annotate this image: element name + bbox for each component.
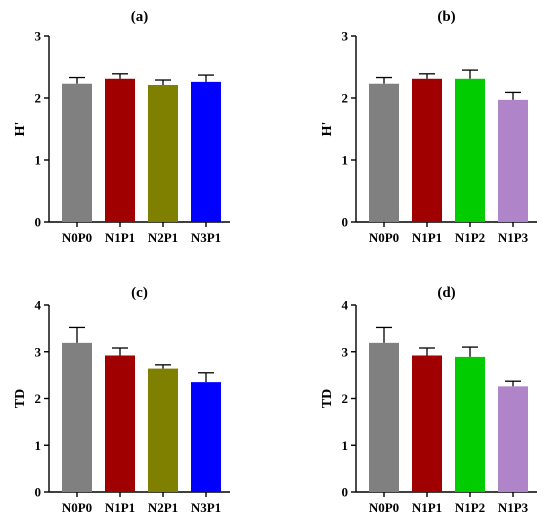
bar-n3p1 <box>191 382 221 492</box>
x-tick-label: N1P1 <box>105 500 135 515</box>
y-tick-label: 4 <box>342 298 349 313</box>
chart-panel-3: (c) TD 0 1 2 3 4 N0P0 N1P1 N2P1 N3P1 <box>13 285 230 515</box>
x-tick-label: N0P0 <box>369 230 399 245</box>
y-tick-label: 1 <box>342 153 349 168</box>
y-tick-label: 0 <box>342 215 349 230</box>
x-tick-label: N0P0 <box>369 500 399 515</box>
x-tick-label: N1P3 <box>498 500 529 515</box>
y-tick-label: 0 <box>35 485 42 500</box>
y-axis-label: TD <box>13 389 28 408</box>
y-tick-label: 1 <box>342 438 349 453</box>
y-tick-label: 4 <box>35 298 42 313</box>
bar-n2p1 <box>148 84 178 222</box>
chart-title: (b) <box>437 9 455 25</box>
bar-n0p0 <box>369 342 399 492</box>
chart-panel-4: (d) TD 0 1 2 3 4 N0P0 N1P1 N1P2 N1P3 <box>320 285 537 515</box>
y-tick-label: 3 <box>342 344 349 359</box>
y-tick-label: 1 <box>35 153 42 168</box>
y-axis-label: TD <box>320 389 335 408</box>
bar-n0p0 <box>62 342 92 492</box>
x-tick-label: N1P1 <box>412 230 442 245</box>
x-tick-label: N1P2 <box>455 500 485 515</box>
bar-n1p1 <box>105 78 135 222</box>
bar-n3p1 <box>191 81 221 222</box>
chart-title: (c) <box>131 285 148 301</box>
x-tick-label: N1P2 <box>455 230 485 245</box>
y-axis-label: H' <box>13 122 28 137</box>
x-tick-label: N2P1 <box>148 230 178 245</box>
x-tick-label: N1P1 <box>412 500 442 515</box>
y-tick-label: 3 <box>35 344 42 359</box>
bar-n1p3 <box>498 99 528 222</box>
x-tick-label: N1P1 <box>105 230 135 245</box>
bar-n1p2 <box>455 356 485 492</box>
y-tick-label: 2 <box>342 91 349 106</box>
bar-n1p1 <box>412 355 442 492</box>
y-tick-label: 2 <box>35 391 42 406</box>
bar-n1p1 <box>412 78 442 222</box>
chart-panel-2: (b) H' 0 1 2 3 N0P0 N1P1 N1P2 N1P3 <box>320 9 537 245</box>
chart-panel-1: (a) H' 0 1 2 3 N0P0 N1P1 N2P1 N3P1 <box>13 9 230 245</box>
y-tick-label: 0 <box>35 215 42 230</box>
bar-n0p0 <box>369 83 399 223</box>
y-tick-label: 3 <box>342 29 349 44</box>
bar-n2p1 <box>148 368 178 492</box>
y-tick-label: 2 <box>35 91 42 106</box>
y-tick-label: 3 <box>35 29 42 44</box>
bar-n0p0 <box>62 83 92 223</box>
x-tick-label: N2P1 <box>148 500 178 515</box>
bar-n1p1 <box>105 355 135 492</box>
y-axis-label: H' <box>320 122 335 137</box>
y-tick-label: 2 <box>342 391 349 406</box>
y-tick-label: 0 <box>342 485 349 500</box>
x-tick-label: N0P0 <box>62 500 92 515</box>
x-tick-label: N3P1 <box>191 500 221 515</box>
x-tick-label: N0P0 <box>62 230 92 245</box>
x-tick-label: N1P3 <box>498 230 529 245</box>
y-tick-label: 1 <box>35 438 42 453</box>
bar-n1p2 <box>455 78 485 222</box>
chart-title: (a) <box>131 9 149 25</box>
bar-n1p3 <box>498 386 528 492</box>
chart-title: (d) <box>437 285 455 301</box>
x-tick-label: N3P1 <box>191 230 221 245</box>
